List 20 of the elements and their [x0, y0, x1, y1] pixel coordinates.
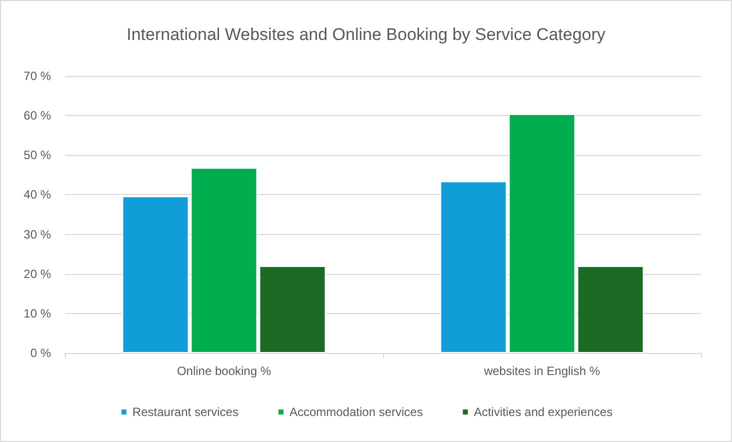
legend-label: Accommodation services [289, 405, 423, 419]
bar [122, 196, 189, 353]
chart-title: International Websites and Online Booking by Service Category [126, 25, 606, 44]
bar [440, 181, 507, 353]
legend-label: Activities and experiences [474, 405, 613, 419]
bar [259, 266, 326, 353]
y-tick-label: 10 % [24, 306, 52, 320]
x-tick-label: Online booking % [176, 364, 272, 378]
y-tick-label: 70 % [24, 69, 52, 83]
y-tick-label: 30 % [24, 227, 52, 242]
y-tick-label: 20 % [24, 266, 52, 281]
bar [508, 114, 576, 353]
legend-label: Restaurant services [132, 405, 238, 419]
x-tick-label: websites in English % [482, 364, 600, 378]
y-tick-label: 60 % [24, 108, 52, 123]
bar [577, 266, 644, 353]
y-tick-label: 0 % [30, 346, 52, 360]
y-tick-label: 50 % [24, 148, 52, 162]
bar [190, 168, 258, 353]
y-tick-label: 40 % [24, 188, 52, 202]
